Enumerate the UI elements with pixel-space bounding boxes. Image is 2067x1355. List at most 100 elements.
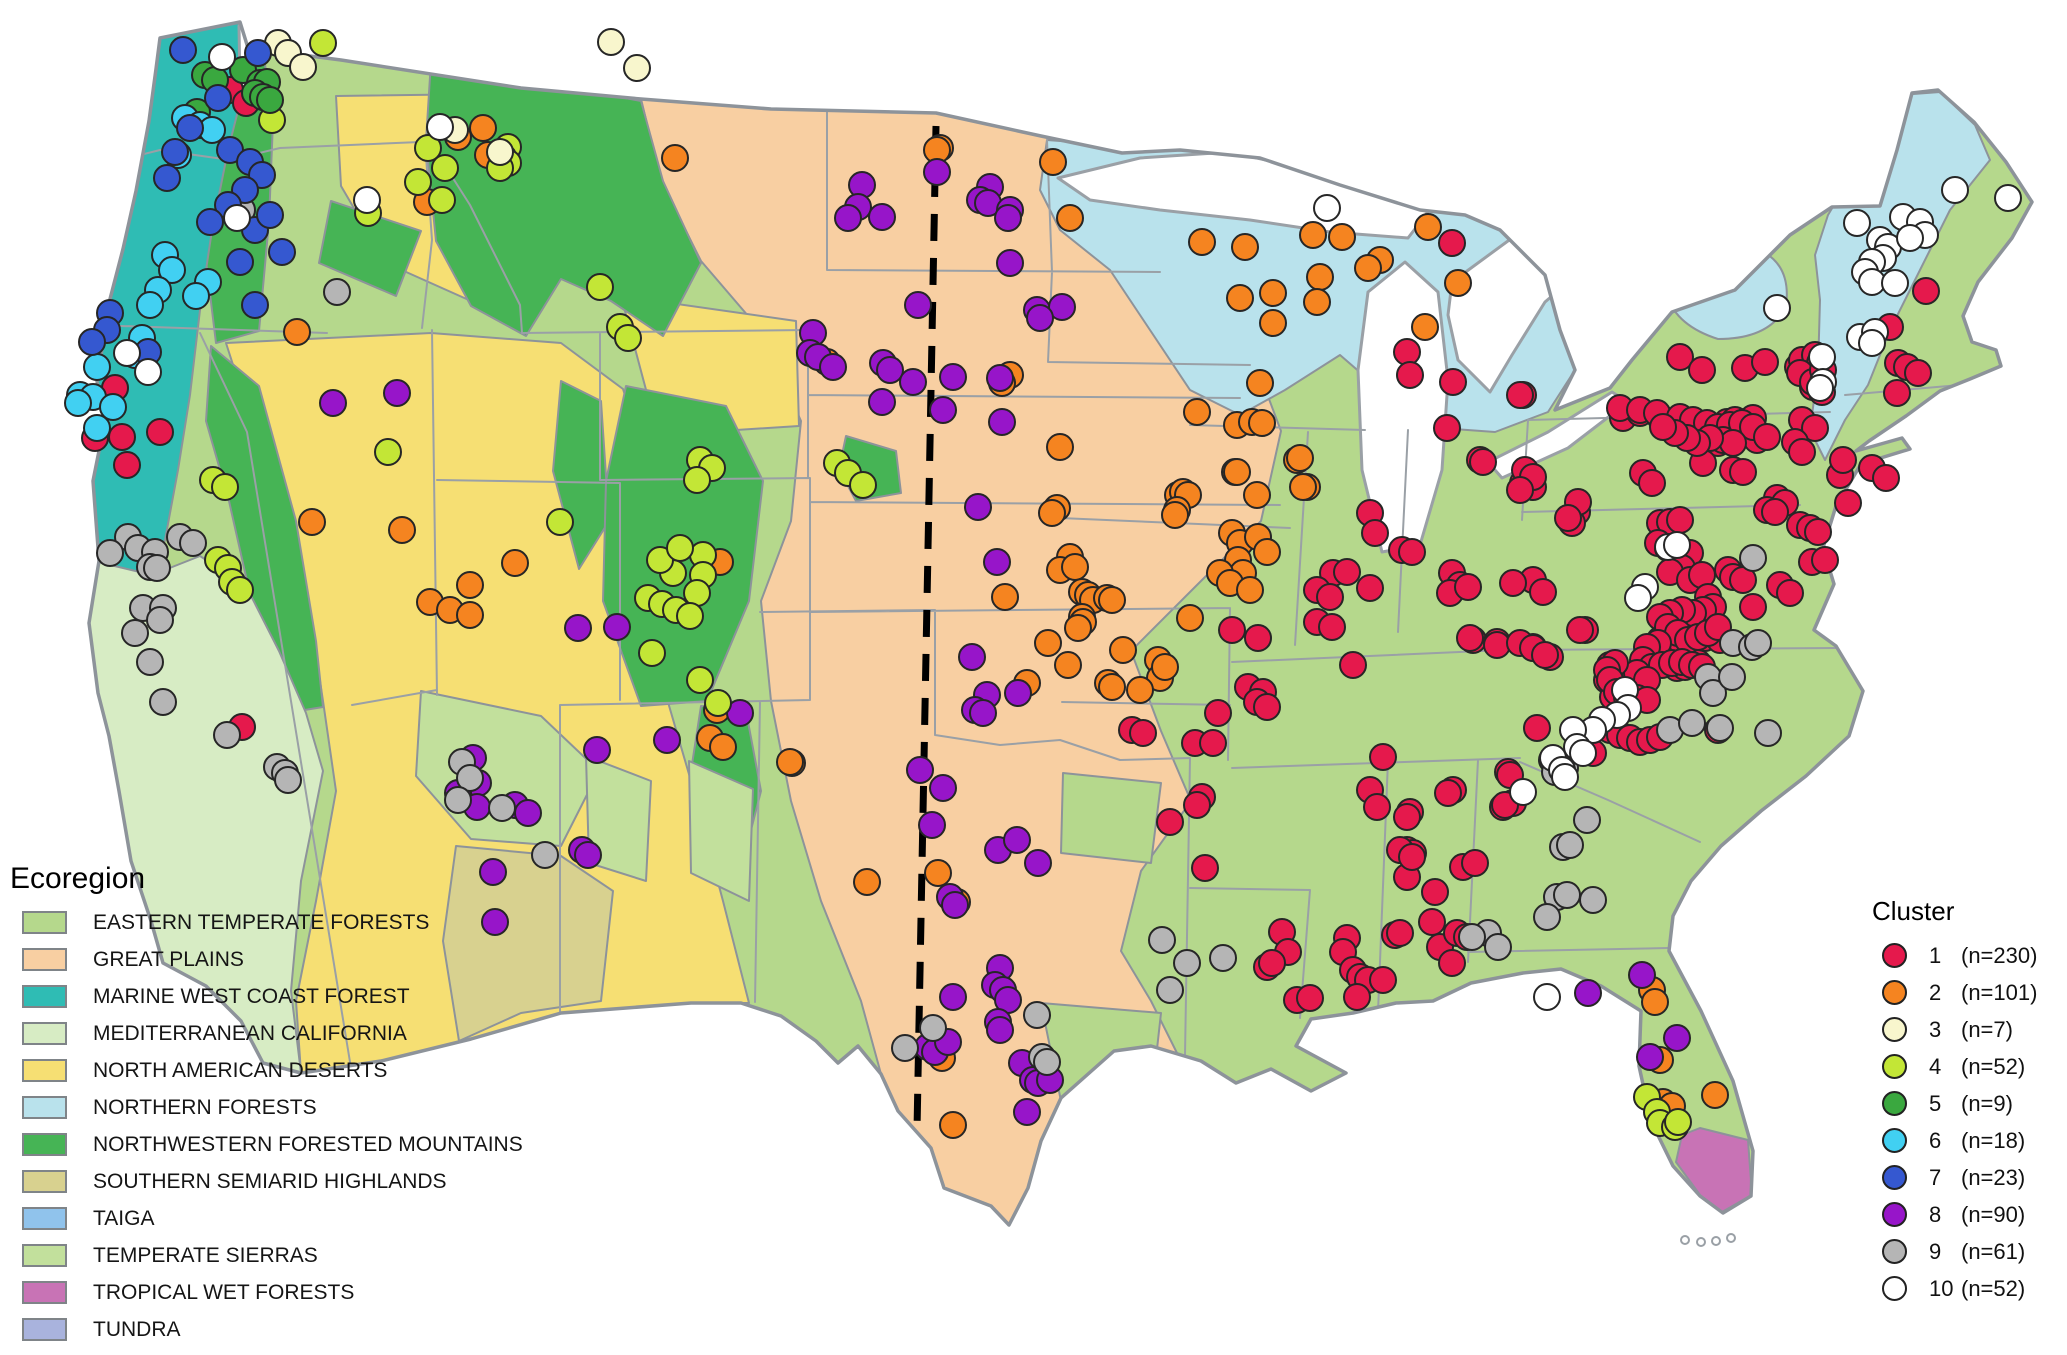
ecoregion-label: EASTERN TEMPERATE FORESTS — [93, 910, 430, 934]
site-dot-cluster-1 — [113, 451, 141, 479]
site-dot-cluster-1 — [1566, 616, 1594, 644]
site-dot-cluster-2 — [298, 508, 326, 536]
site-dot-cluster-9 — [136, 648, 164, 676]
site-dot-cluster-2 — [1246, 369, 1274, 397]
cluster-color-dot — [1882, 980, 1907, 1005]
site-dot-cluster-4 — [849, 471, 877, 499]
cluster-id: 1 — [1929, 942, 1942, 968]
cluster-id: 4 — [1929, 1053, 1942, 1079]
site-dot-cluster-4 — [614, 324, 642, 352]
site-dot-cluster-1 — [1753, 423, 1781, 451]
site-dot-cluster-8 — [986, 364, 1014, 392]
site-dot-cluster-8 — [958, 643, 986, 671]
cluster-legend-item: 8 (n=90) — [1866, 1196, 2066, 1233]
site-dot-cluster-9 — [1556, 831, 1584, 859]
site-dot-cluster-1 — [1649, 413, 1677, 441]
site-dot-cluster-2 — [1641, 988, 1669, 1016]
site-dot-cluster-10 — [113, 339, 141, 367]
site-dot-cluster-2 — [1161, 501, 1189, 529]
site-dot-cluster-9 — [1678, 709, 1706, 737]
site-dot-cluster-7 — [268, 238, 296, 266]
site-dot-cluster-2 — [991, 583, 1019, 611]
site-dot-cluster-1 — [1804, 518, 1832, 546]
site-dot-cluster-9 — [1156, 976, 1184, 1004]
site-dot-cluster-9 — [143, 554, 171, 582]
ecoregion-color-swatch — [22, 1318, 67, 1341]
site-dot-cluster-4 — [666, 534, 694, 562]
site-dot-cluster-8 — [986, 1016, 1014, 1044]
cluster-color-dot — [1882, 1239, 1907, 1264]
site-dot-cluster-8 — [969, 699, 997, 727]
site-dot-cluster-1 — [1356, 574, 1384, 602]
site-dot-cluster-9 — [1209, 944, 1237, 972]
ecoregion-color-swatch — [22, 1096, 67, 1119]
site-dot-cluster-1 — [1318, 613, 1346, 641]
site-dot-cluster-8 — [1048, 293, 1076, 321]
site-dot-cluster-4 — [1664, 1108, 1692, 1136]
ecoregion-color-swatch — [22, 948, 67, 971]
ecoregion-legend-item: SOUTHERN SEMIARID HIGHLANDS — [8, 1163, 523, 1200]
ecoregion-label: TROPICAL WET FORESTS — [93, 1280, 355, 1304]
site-dot-cluster-2 — [1056, 204, 1084, 232]
ecoregion-legend-item: TROPICAL WET FORESTS — [8, 1274, 523, 1311]
site-dot-cluster-4 — [226, 576, 254, 604]
site-dot-cluster-2 — [1034, 629, 1062, 657]
site-dot-cluster-8 — [1024, 849, 1052, 877]
ecoregion-label: TUNDRA — [93, 1317, 181, 1341]
site-dot-cluster-6 — [99, 393, 127, 421]
site-dot-cluster-6 — [182, 282, 210, 310]
site-dot-cluster-2 — [469, 114, 497, 142]
site-dot-cluster-10 — [223, 204, 251, 232]
site-dot-cluster-8 — [876, 356, 904, 384]
site-dot-cluster-10 — [1624, 584, 1652, 612]
cluster-id: 8 — [1929, 1201, 1942, 1227]
site-dot-cluster-1 — [1788, 438, 1816, 466]
site-dot-cluster-8 — [983, 548, 1011, 576]
site-dot-cluster-2 — [1236, 576, 1264, 604]
ecoregion-legend-item: GREAT PLAINS — [8, 941, 523, 978]
site-dot-cluster-1 — [1469, 448, 1497, 476]
site-dot-cluster-9 — [1023, 1001, 1051, 1029]
site-dot-cluster-2 — [661, 144, 689, 172]
cluster-legend-item: 4 (n=52) — [1866, 1048, 2066, 1085]
site-dot-cluster-1 — [1729, 458, 1757, 486]
site-dot-cluster-9 — [488, 794, 516, 822]
ecoregion-legend-item: MEDITERRANEAN CALIFORNIA — [8, 1015, 523, 1052]
site-dot-cluster-1 — [1363, 793, 1391, 821]
site-dot-cluster-1 — [1531, 641, 1559, 669]
site-dot-cluster-1 — [1739, 593, 1767, 621]
site-dot-cluster-10 — [1569, 739, 1597, 767]
ecoregion-color-swatch — [22, 911, 67, 934]
site-dot-cluster-4 — [586, 273, 614, 301]
site-dot-cluster-7 — [78, 328, 106, 356]
site-dot-cluster-2 — [1289, 473, 1317, 501]
site-dot-cluster-8 — [1636, 1043, 1664, 1071]
cluster-count: (n=23) — [1961, 1164, 2026, 1190]
site-dot-cluster-4 — [211, 473, 239, 501]
ecoregion-legend-item: NORTHERN FORESTS — [8, 1089, 523, 1126]
site-dot-cluster-8 — [904, 291, 932, 319]
site-dot-cluster-1 — [1776, 579, 1804, 607]
site-dot-cluster-4 — [676, 602, 704, 630]
site-dot-cluster-2 — [501, 549, 529, 577]
site-dot-cluster-1 — [1456, 624, 1484, 652]
site-dot-cluster-10 — [426, 113, 454, 141]
cluster-legend-item: 1 (n=230) — [1866, 937, 2066, 974]
ecoregion-label: MARINE WEST COAST FOREST — [93, 984, 410, 1008]
site-dot-cluster-7 — [153, 164, 181, 192]
site-dot-cluster-1 — [1483, 631, 1511, 659]
site-dot-cluster-4 — [704, 689, 732, 717]
site-dot-cluster-1 — [1506, 381, 1534, 409]
cluster-legend-item: 3 (n=7) — [1866, 1011, 2066, 1048]
site-dot-cluster-8 — [929, 396, 957, 424]
site-dot-cluster-1 — [1499, 569, 1527, 597]
site-dot-cluster-1 — [1801, 414, 1829, 442]
ecoregion-legend-item: NORTH AMERICAN DESERTS — [8, 1052, 523, 1089]
ecoregion-color-swatch — [22, 1133, 67, 1156]
site-dot-cluster-1 — [1811, 546, 1839, 574]
site-dot-cluster-8 — [481, 908, 509, 936]
site-dot-cluster-7 — [161, 138, 189, 166]
site-dot-cluster-8 — [1004, 679, 1032, 707]
